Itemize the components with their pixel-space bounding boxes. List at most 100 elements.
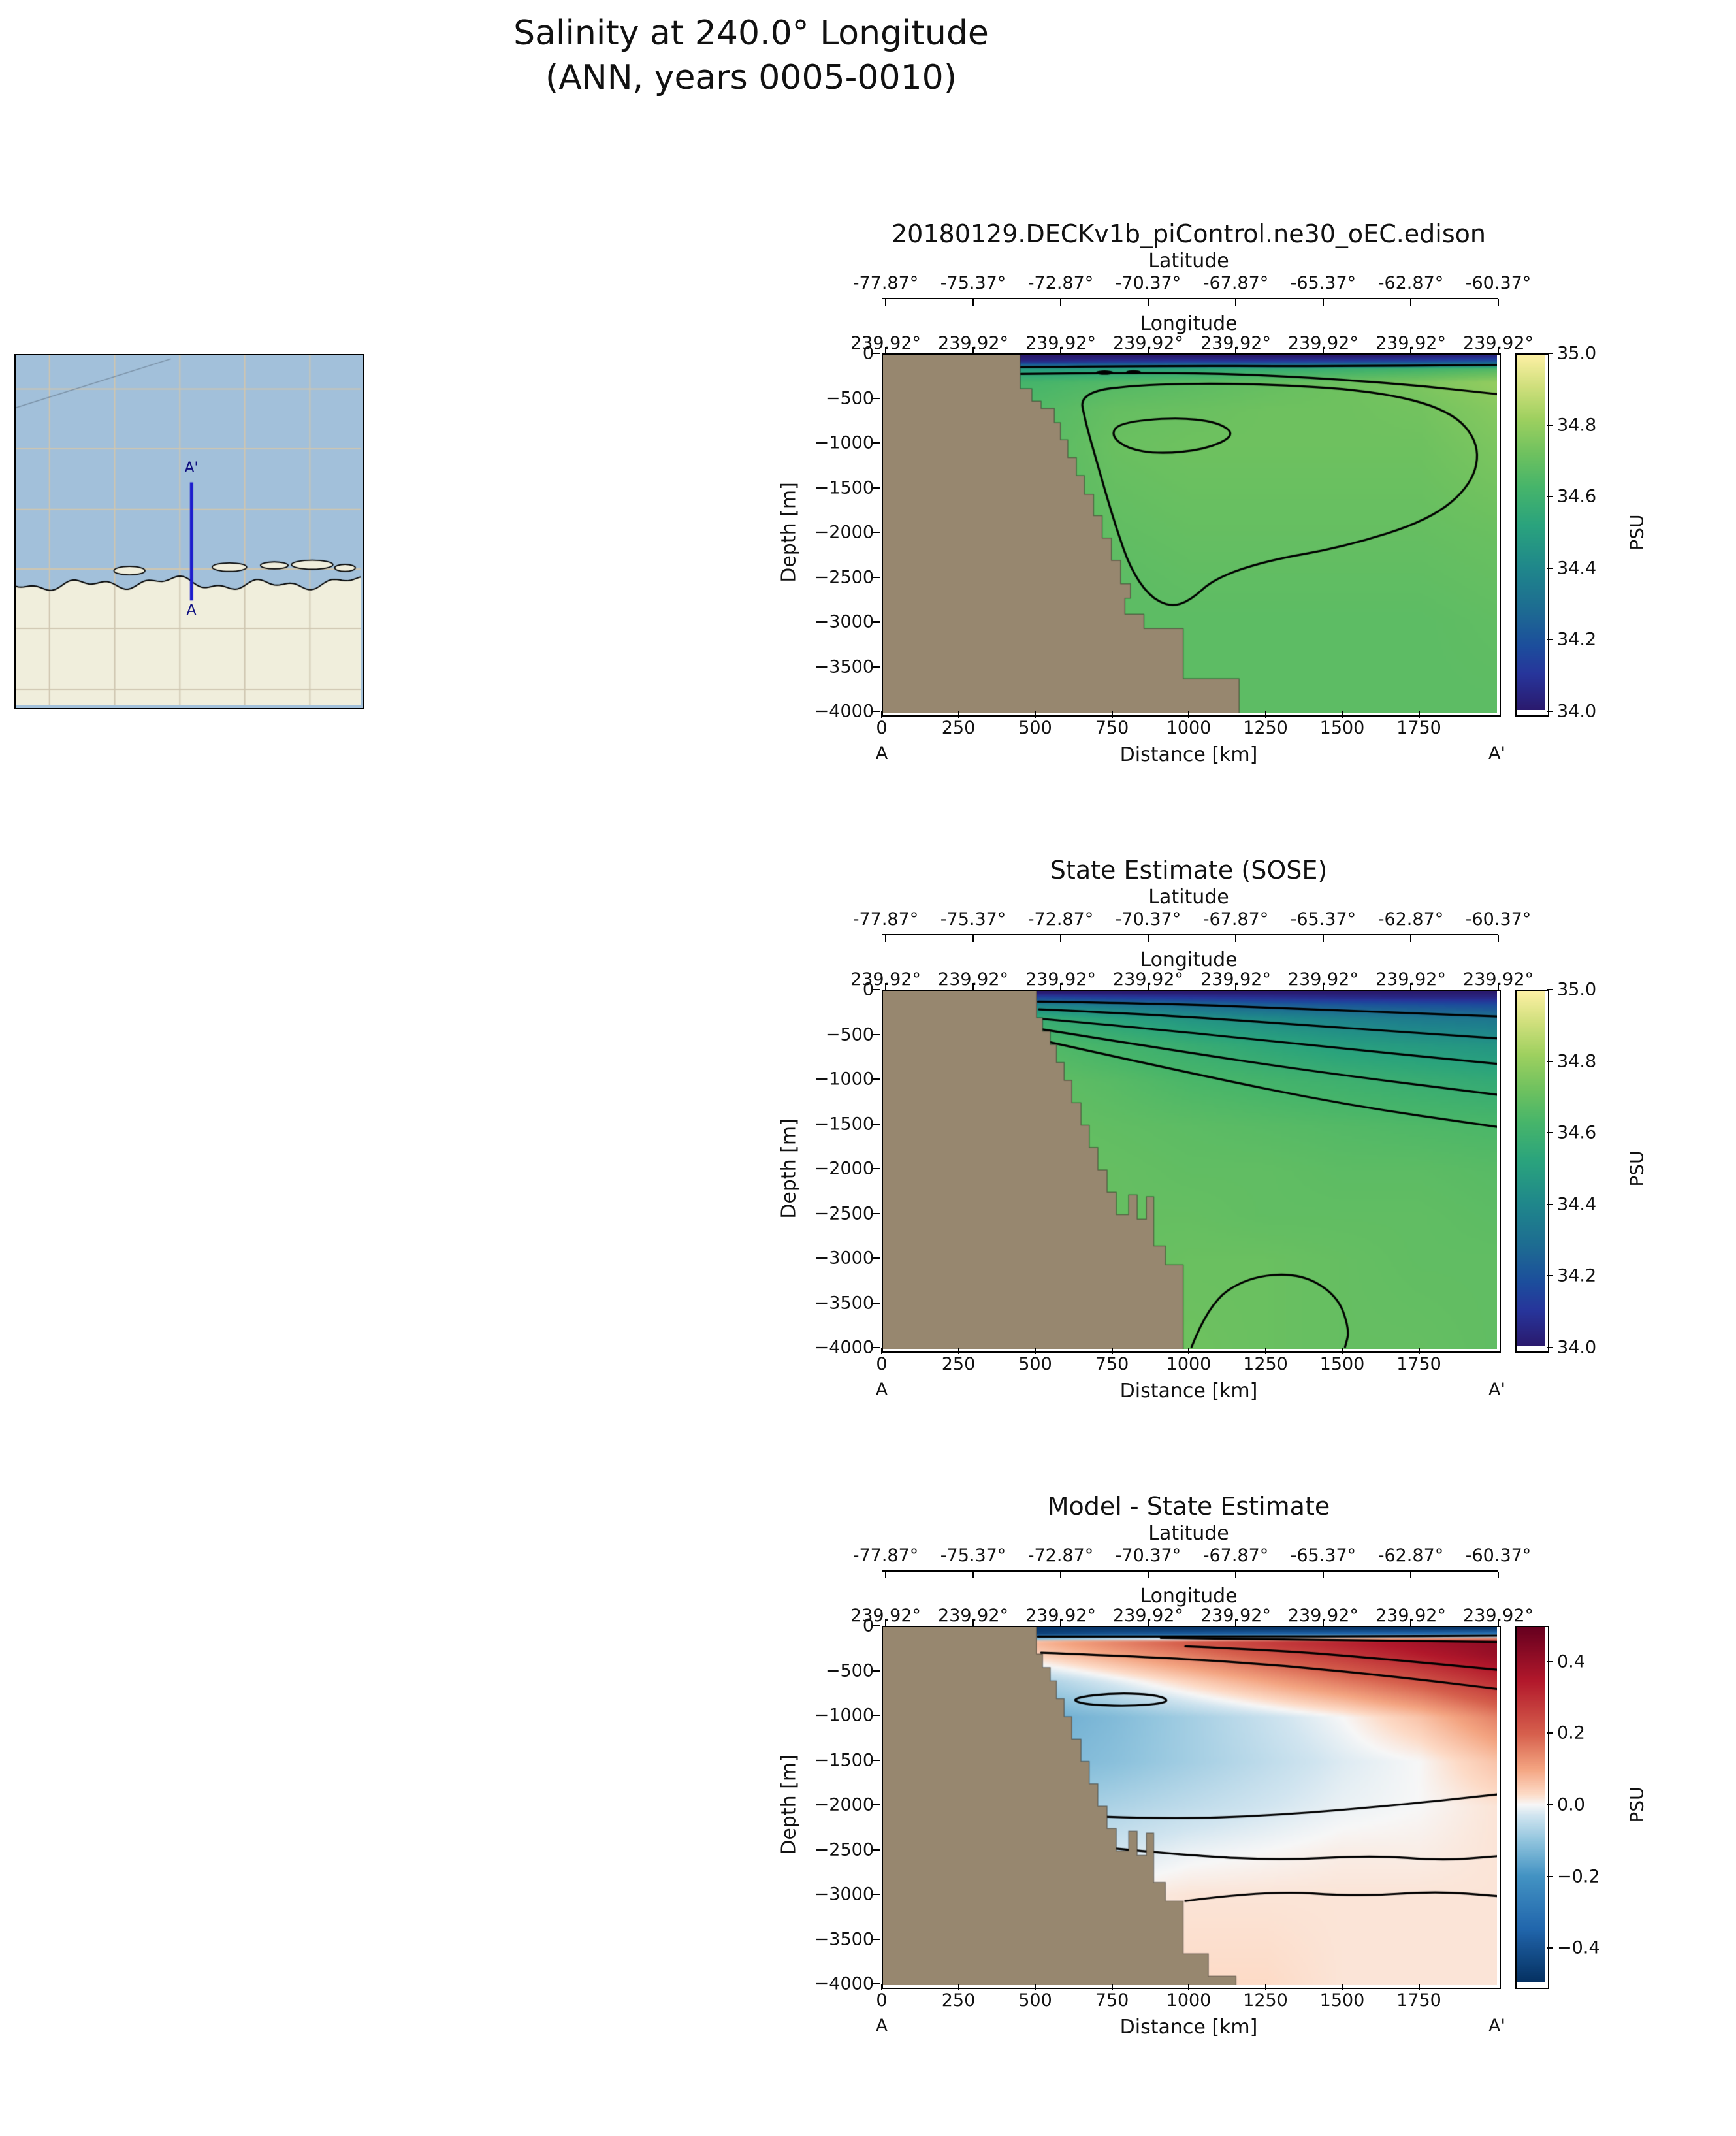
- colorbar: [1515, 353, 1549, 717]
- tick-mark: [1060, 1572, 1061, 1578]
- tick-mark: [1547, 1660, 1553, 1662]
- tick-mark: [1235, 1572, 1236, 1578]
- tick-mark: [1547, 567, 1553, 569]
- tick-mark: [1547, 989, 1553, 990]
- colorbar-tick: 34.4: [1557, 558, 1597, 579]
- tick-mark: [1409, 1572, 1411, 1578]
- tick-mark: [1060, 347, 1061, 353]
- depth-tick: −2500: [814, 567, 874, 587]
- sose-salinity-field-canvas: [883, 991, 1497, 1349]
- tick-mark: [873, 532, 880, 533]
- tick-mark: [1547, 1132, 1553, 1134]
- depth-tick-labels: 0 −500 −1000 −1500 −2000 −2500 −3000 −3500 −4000: [718, 1616, 874, 1994]
- tick-mark: [972, 347, 974, 353]
- distance-tick-labels: 0 250 500 750 1000 1250 1500 1750: [876, 1990, 1496, 2011]
- distance-tick: 0: [876, 718, 888, 738]
- panel-sose: State Estimate (SOSE) Latitude -77.87° -7…: [0, 856, 1736, 1431]
- tick-mark: [957, 711, 959, 718]
- tick-mark: [873, 576, 880, 578]
- distance-axis-label: Distance [km]: [1119, 2016, 1258, 2039]
- tick-mark: [972, 299, 974, 306]
- tick-mark: [1418, 1348, 1420, 1354]
- tick-mark: [873, 1938, 880, 1940]
- colorbar-tick: 0.2: [1557, 1723, 1585, 1743]
- tick-mark: [873, 1670, 880, 1672]
- tick-mark: [873, 1078, 880, 1080]
- tick-mark: [1547, 639, 1553, 641]
- model-section-plot: [882, 353, 1501, 717]
- panel-title: Model - State Estimate: [1047, 1492, 1330, 1521]
- tick-mark: [885, 1572, 887, 1578]
- latitude-tick: -72.87°: [1027, 273, 1094, 293]
- distance-tick: 1750: [1396, 1990, 1441, 2011]
- latitude-tick: -70.37°: [1115, 1545, 1181, 1566]
- depth-tick: −1500: [814, 477, 874, 498]
- depth-tick-marks: [873, 353, 880, 712]
- colorbar-tick: 34.0: [1557, 701, 1597, 722]
- transect-end-label: A': [1488, 2016, 1505, 2036]
- depth-tick: −500: [825, 1660, 874, 1681]
- tick-mark: [1342, 711, 1343, 718]
- tick-mark: [1547, 1275, 1553, 1277]
- tick-mark: [1235, 983, 1236, 990]
- distance-tick: 250: [941, 718, 976, 738]
- latitude-tick: -60.37°: [1465, 273, 1532, 293]
- colorbar-unit-label: PSU: [1626, 1787, 1648, 1823]
- figure-title: Salinity at 240.0° Longitude (ANN, years…: [261, 12, 1241, 100]
- panel-title: 20180129.DECKv1b_piControl.ne30_oEC.edis…: [892, 219, 1486, 248]
- tick-mark: [885, 347, 887, 353]
- latitude-tick: -62.87°: [1377, 1545, 1444, 1566]
- tick-mark: [1264, 1348, 1266, 1354]
- panel-title: State Estimate (SOSE): [1050, 856, 1328, 884]
- tick-mark: [873, 711, 880, 712]
- colorbar-tick: 35.0: [1557, 979, 1597, 1000]
- tick-mark: [1147, 983, 1149, 990]
- map-transect-start-label: A: [186, 602, 197, 619]
- latitude-tick: -65.37°: [1290, 909, 1357, 930]
- tick-mark: [1409, 299, 1411, 306]
- latitude-tick-labels: -77.87° -75.37° -72.87° -70.37° -67.87° -65.3…: [853, 909, 1532, 931]
- distance-tick: 1000: [1166, 718, 1212, 738]
- tick-mark: [1498, 983, 1500, 990]
- distance-tick: 1500: [1319, 1354, 1365, 1374]
- tick-mark: [873, 1257, 880, 1259]
- latitude-tick: -67.87°: [1202, 909, 1269, 930]
- tick-mark: [1547, 424, 1553, 426]
- colorbar-tick: 34.0: [1557, 1337, 1597, 1358]
- tick-mark: [1060, 1619, 1061, 1626]
- distance-tick: 1250: [1243, 1354, 1288, 1374]
- latitude-axis-label: Latitude: [1148, 1522, 1229, 1545]
- colorbar-tick-marks: [1547, 989, 1553, 1348]
- tick-mark: [972, 983, 974, 990]
- depth-tick: −3000: [814, 1884, 874, 1905]
- colorbar-tick-labels: 0.4 0.2 0.0 −0.2 −0.4: [1557, 1626, 1642, 1984]
- depth-tick: −2000: [814, 1794, 874, 1815]
- tick-mark: [972, 935, 974, 942]
- tick-mark: [1060, 299, 1061, 306]
- distance-tick: 250: [941, 1354, 976, 1374]
- tick-mark: [873, 1625, 880, 1626]
- colorbar: [1515, 990, 1549, 1353]
- colorbar-tick: 34.8: [1557, 1051, 1597, 1072]
- tick-mark: [972, 1619, 974, 1626]
- tick-mark: [1547, 1875, 1553, 1877]
- depth-tick: 0: [862, 979, 874, 1000]
- colorbar-unit-label: PSU: [1626, 1150, 1648, 1187]
- distance-tick: 1500: [1319, 1990, 1365, 2011]
- depth-tick: 0: [862, 343, 874, 364]
- tick-mark: [873, 353, 880, 354]
- depth-tick: −2000: [814, 1158, 874, 1179]
- tick-mark: [957, 1348, 959, 1354]
- distance-tick: 1250: [1243, 1990, 1288, 2011]
- tick-mark: [873, 1347, 880, 1348]
- panel-model: 20180129.DECKv1b_piControl.ne30_oEC.edis…: [0, 219, 1736, 794]
- tick-mark: [1264, 1984, 1266, 1990]
- latitude-axis-line: [882, 1570, 1500, 1578]
- tick-mark: [1235, 347, 1236, 353]
- latitude-tick: -75.37°: [940, 273, 1006, 293]
- distance-tick-marks: [881, 1984, 1498, 1990]
- latitude-tick: -67.87°: [1202, 1545, 1269, 1566]
- tick-mark: [1409, 347, 1411, 353]
- tick-mark: [873, 1983, 880, 1984]
